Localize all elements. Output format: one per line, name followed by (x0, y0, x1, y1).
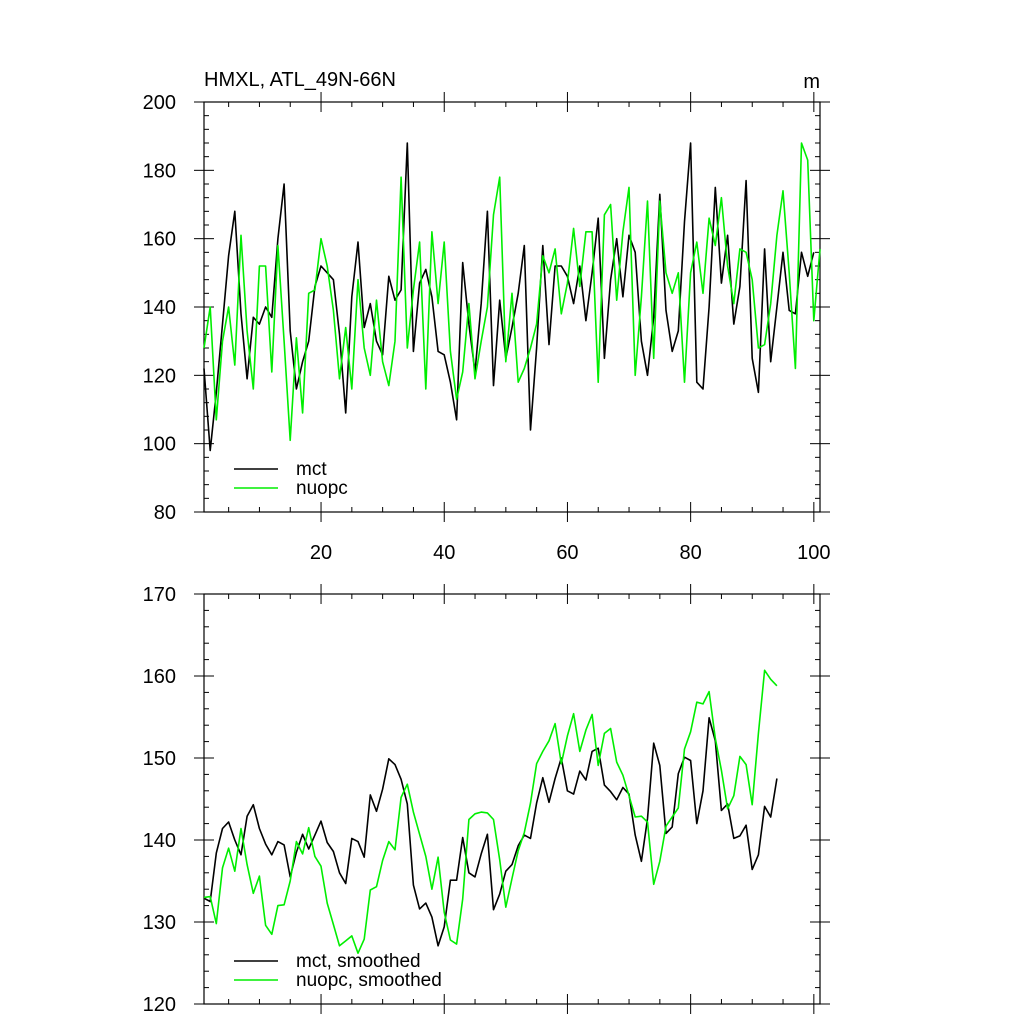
chart-title: HMXL, ATL_49N-66N (204, 69, 396, 91)
y-tick-label: 80 (154, 502, 176, 524)
y-tick-label: 170 (143, 584, 176, 606)
y-tick-label: 150 (143, 748, 176, 770)
y-tick-label: 140 (143, 297, 176, 319)
chart-panel-1: 20 40 60 80 100 80 100 120 140 160 180 200 HMXL, ATL… (143, 69, 831, 564)
y-tick-label: 180 (143, 160, 176, 182)
series-line-nuopc-smoothed (203, 669, 778, 955)
y-tick-label: 130 (143, 912, 176, 934)
y-tick-label: 160 (143, 666, 176, 688)
y-tick-label: 140 (143, 830, 176, 852)
x-tick-label: 80 (680, 542, 702, 564)
y-tick-label: 120 (143, 365, 176, 387)
x-tick-label: 20 (310, 542, 332, 564)
plot-frame (203, 101, 821, 513)
x-tick-label: 60 (556, 542, 578, 564)
units-label: m (803, 71, 820, 93)
y-tick-label: 160 (143, 229, 176, 251)
plot-frame (203, 593, 821, 1005)
series-line-mct-smoothed (203, 716, 778, 947)
legend-label: nuopc, smoothed (296, 970, 442, 991)
x-tick-label: 100 (797, 542, 830, 564)
legend-label: nuopc (296, 478, 348, 499)
series-line-nuopc (203, 142, 821, 442)
y-tick-label: 200 (143, 92, 176, 114)
x-tick-label: 40 (433, 542, 455, 564)
y-tick-label: 100 (143, 434, 176, 456)
y-tick-label: 120 (143, 994, 176, 1016)
legend-label: mct, smoothed (296, 951, 421, 972)
legend-label: mct (296, 459, 327, 480)
series-line-mct (203, 142, 815, 452)
